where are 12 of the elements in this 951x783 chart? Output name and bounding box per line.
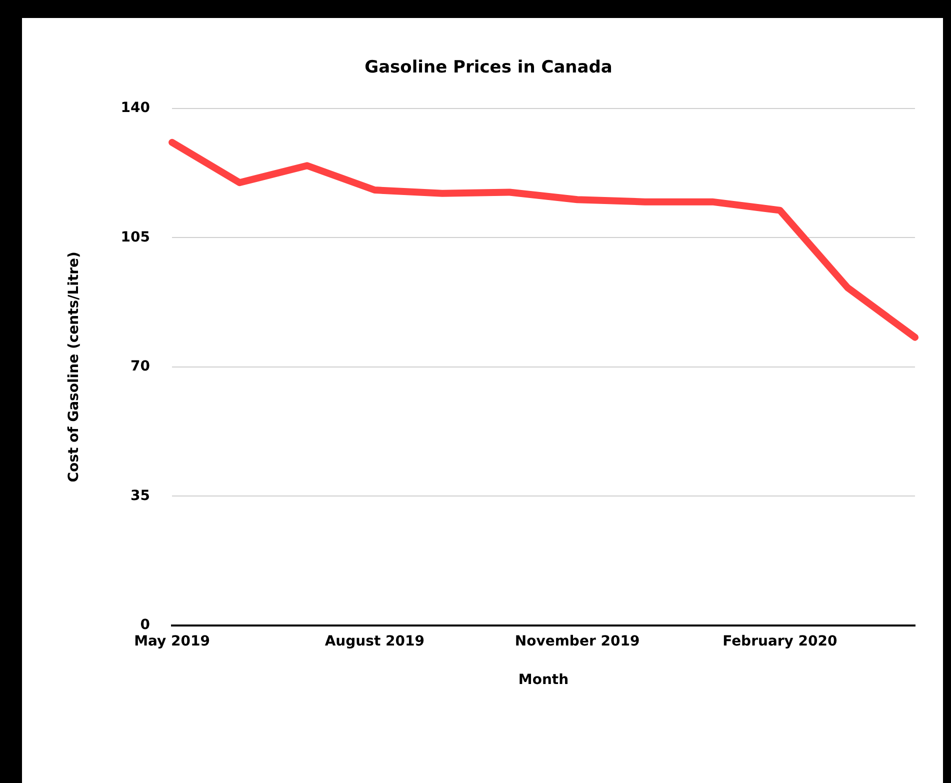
x-tick-label: February 2020 [722, 633, 838, 650]
x-tick-label: November 2019 [514, 633, 640, 650]
y-tick-label: 105 [120, 229, 150, 246]
x-tick-label: May 2019 [134, 633, 210, 650]
chart-title: Gasoline Prices in Canada [364, 58, 612, 78]
y-tick-label: 140 [120, 100, 150, 116]
x-tick-label: August 2019 [324, 633, 424, 650]
y-tick-label: 0 [140, 617, 150, 634]
y-tick-label: 70 [130, 358, 150, 375]
y-axis-title: Cost of Gasoline (cents/Litre) [66, 252, 82, 482]
x-axis-title: Month [518, 672, 569, 688]
y-tick-label: 35 [130, 488, 150, 504]
